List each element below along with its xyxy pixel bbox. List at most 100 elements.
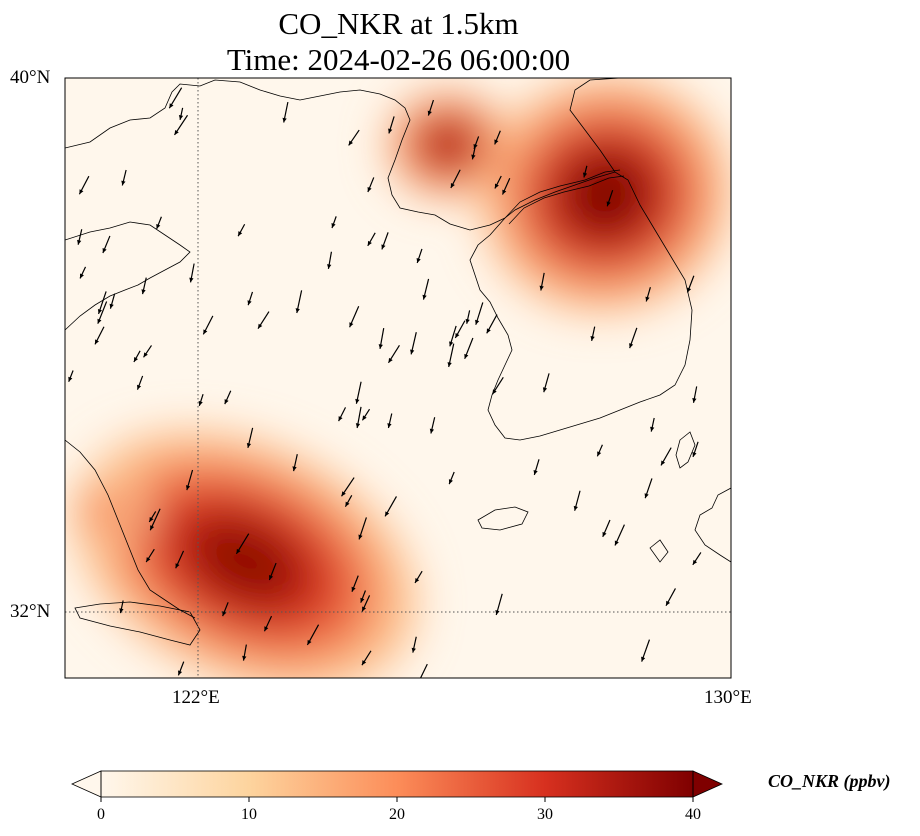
wind-vector	[361, 650, 372, 666]
map-title-line1: CO_NKR at 1.5km	[278, 6, 519, 41]
map-title-line2: Time: 2024-02-26 06:00:00	[226, 42, 571, 77]
wind-vector	[348, 129, 360, 146]
colorbar-tick-label: 40	[685, 806, 701, 823]
wind-vector	[645, 287, 651, 302]
wind-vector	[665, 588, 676, 607]
wind-vector	[606, 189, 614, 207]
wind-vector	[629, 327, 638, 349]
coastline-jiangsu	[65, 439, 196, 619]
wind-vector	[355, 406, 362, 429]
wind-vector	[475, 302, 484, 325]
wind-vector	[486, 314, 498, 334]
wind-vector	[141, 277, 147, 295]
wind-vector	[94, 326, 105, 345]
wind-vector	[614, 524, 625, 546]
wind-vector	[178, 107, 184, 120]
wind-vector	[596, 444, 603, 457]
wind-vector	[331, 216, 337, 229]
wind-vector	[449, 325, 457, 347]
wind-vector	[650, 417, 655, 432]
wind-vector	[464, 337, 474, 360]
colorbar-tick-label: 10	[241, 806, 257, 823]
colorbar-label: CO_NKR (ppbv)	[768, 771, 891, 791]
wind-vector	[454, 320, 466, 339]
wind-vector	[495, 593, 503, 616]
wind-vector	[136, 375, 144, 390]
wind-vector	[494, 175, 502, 189]
wind-vector	[121, 169, 127, 186]
wind-vector	[133, 350, 141, 363]
wind-vector	[494, 130, 501, 145]
wind-vector	[367, 177, 375, 193]
wind-vector	[77, 229, 83, 245]
wind-vector	[422, 278, 430, 300]
map-area	[65, 78, 731, 678]
wind-vector	[410, 332, 417, 355]
wind-vector	[341, 477, 355, 497]
colorbar-tick-label: 20	[389, 806, 405, 823]
wind-vector	[414, 570, 423, 584]
wind-vector	[156, 216, 162, 230]
colorbar-extend-max	[692, 770, 723, 798]
wind-vector	[692, 386, 698, 403]
co-plume-layer	[65, 78, 731, 678]
wind-vector	[692, 441, 699, 458]
wind-vector	[539, 272, 545, 291]
wind-vector	[143, 345, 152, 358]
wind-vector	[102, 235, 111, 254]
co-plume-contour	[92, 500, 121, 523]
wind-vector	[119, 600, 124, 614]
wind-vector	[198, 393, 204, 407]
wind-vector	[360, 590, 367, 603]
border-korea	[504, 169, 621, 219]
colorbar-tick-label: 30	[537, 806, 553, 823]
coastline-bohai	[65, 79, 506, 231]
wind-vector	[257, 311, 270, 329]
wind-vector	[355, 381, 362, 404]
wind-vector	[465, 310, 471, 324]
wind-vector	[644, 478, 653, 499]
wind-vector	[378, 328, 385, 350]
wind-vector	[292, 454, 298, 472]
wind-vector	[295, 290, 303, 314]
lat-tick-label-32n: 32°N	[10, 601, 51, 622]
wind-vector	[175, 550, 185, 569]
wind-vector	[381, 232, 389, 250]
wind-vector	[590, 326, 596, 341]
wind-vector	[419, 663, 428, 678]
wind-vector	[448, 471, 455, 485]
wind-vector	[542, 373, 550, 393]
wind-vector	[246, 427, 254, 448]
wind-vector	[202, 315, 214, 335]
wind-vector	[109, 293, 116, 309]
wind-vector	[306, 624, 320, 646]
wind-vector	[168, 87, 183, 109]
wind-vector	[388, 116, 395, 134]
wind-vector	[78, 175, 90, 195]
map-frame	[64, 77, 732, 679]
wind-vector	[344, 495, 353, 507]
wind-vector	[235, 533, 250, 555]
lon-tick-label-130e: 130°E	[704, 687, 752, 708]
colorbar-tick-label: 0	[97, 806, 105, 823]
wind-vector	[660, 447, 672, 466]
wind-vector	[427, 99, 435, 116]
wind-vector	[411, 636, 417, 653]
wind-vector	[361, 408, 371, 421]
wind-vector	[641, 639, 651, 662]
wind-vector	[686, 275, 695, 293]
wind-vector	[387, 344, 400, 364]
wind-vector	[189, 263, 195, 283]
wind-vector	[97, 291, 107, 315]
lon-tick-label-122e: 122°E	[172, 687, 220, 708]
wind-vector	[327, 251, 333, 269]
wind-vector	[361, 595, 371, 612]
coastline-yangtze	[74, 601, 201, 646]
island-goto	[649, 539, 669, 563]
wind-vector	[242, 644, 247, 661]
co-plume-contour	[427, 126, 469, 163]
wind-vector	[145, 548, 155, 563]
wind-vector	[491, 376, 504, 395]
wind-vector	[149, 508, 161, 531]
